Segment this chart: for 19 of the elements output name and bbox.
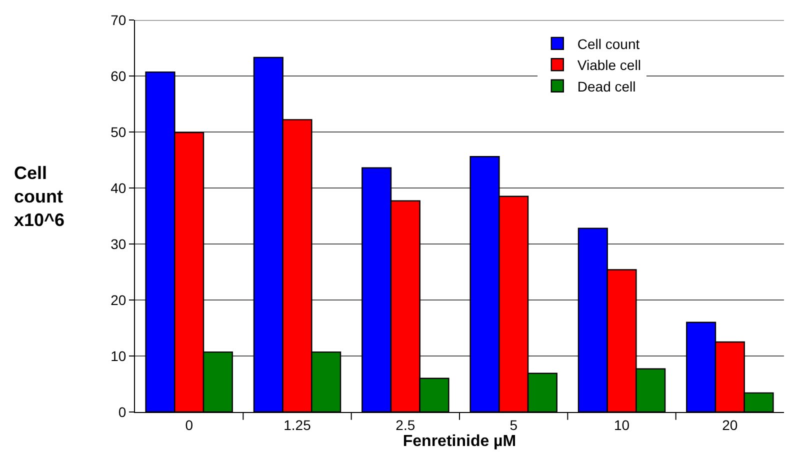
y-tick-label: 40	[110, 180, 126, 196]
y-tick-label: 50	[110, 124, 126, 140]
x-tick-label: 1.25	[284, 416, 312, 433]
x-tick-label: 20	[722, 416, 738, 433]
y-tick-label: 60	[110, 68, 126, 84]
x-tick-label: 5	[510, 416, 518, 433]
y-tick-label: 20	[110, 292, 126, 308]
x-tick-label: 2.5	[396, 416, 416, 433]
x-tick-label: 0	[185, 416, 194, 433]
legend-label: Cell count	[577, 36, 640, 52]
legend-label: Dead cell	[577, 78, 636, 94]
x-tick-label: 10	[614, 416, 630, 433]
y-tick-label: 30	[110, 236, 126, 252]
y-axis-title: Cell count x10^6	[14, 163, 65, 230]
y-tick-label: 10	[110, 348, 126, 364]
legend-label: Viable cell	[577, 57, 641, 74]
y-tick-label: 70	[110, 12, 126, 28]
y-tick-label: 0	[118, 404, 126, 420]
x-axis-title: Fenretinide µM	[402, 432, 516, 450]
